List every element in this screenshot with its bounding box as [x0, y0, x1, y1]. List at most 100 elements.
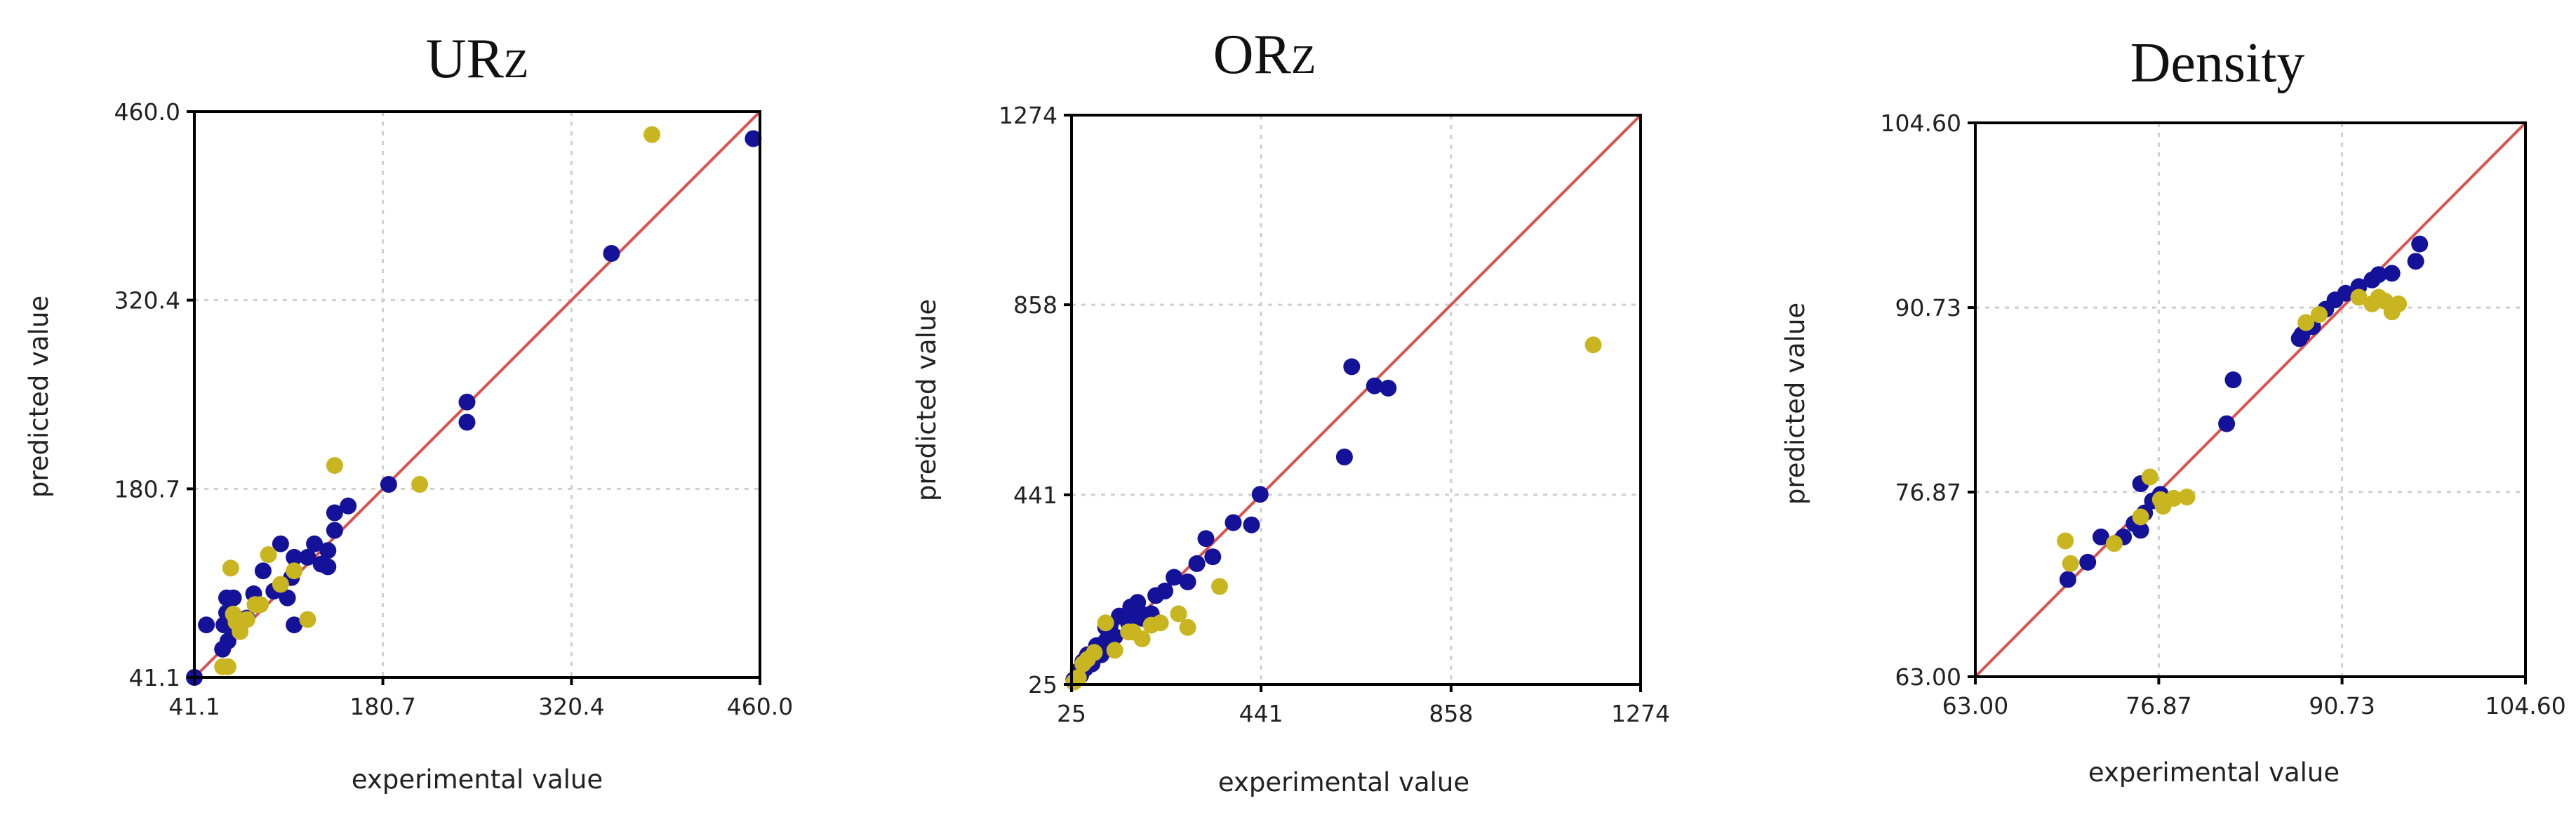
orz-point-train: [1166, 569, 1183, 586]
orz-ytick-label: 858: [1013, 291, 1057, 319]
urz-point-train: [380, 476, 397, 493]
urz-point-train: [306, 535, 323, 552]
panel-urz: URZ experimental value predicted value 4…: [24, 28, 793, 795]
density-point-train: [2059, 571, 2076, 588]
density-point-train: [2132, 522, 2149, 539]
urz-point-train: [319, 558, 337, 576]
urz-point-train: [225, 589, 242, 607]
density-point-train: [2337, 284, 2354, 302]
orz-point-test: [1133, 630, 1151, 648]
urz-ytick-label: 320.4: [114, 287, 180, 314]
orz-point-train: [1179, 573, 1196, 590]
orz-point-train: [1335, 449, 1353, 465]
urz-point-train: [458, 413, 476, 431]
orz-point-test: [1106, 642, 1123, 659]
panel-density: Density experimental value predicted val…: [1780, 32, 2566, 788]
density-xtick-label: 76.87: [2125, 692, 2191, 720]
panel-orz-title-main: OR: [1213, 24, 1292, 86]
urz-xtick-label: 41.1: [168, 693, 220, 720]
urz-point-train: [272, 535, 289, 552]
urz-point-test: [272, 576, 289, 593]
density-point-test: [2105, 535, 2123, 552]
panel-urz-title-main: UR: [426, 28, 505, 90]
urz-ytick-label: 41.1: [129, 664, 180, 691]
density-point-train: [2370, 266, 2387, 284]
urz-point-train: [254, 562, 272, 580]
urz-point-train: [198, 616, 215, 634]
urz-xtick-label: 460.0: [727, 693, 793, 720]
orz-point-train: [1156, 582, 1174, 599]
panel-urz-title: URZ: [426, 28, 529, 90]
density-xtick-label: 104.60: [2485, 692, 2565, 720]
density-xtick-label: 90.73: [2309, 692, 2375, 720]
panel-density-title: Density: [2130, 32, 2305, 94]
orz-point-train: [1224, 514, 1242, 531]
urz-point-train: [603, 245, 620, 262]
orz-point-train: [1106, 628, 1123, 645]
panel-urz-title-sub: Z: [504, 41, 528, 86]
orz-point-train: [1243, 516, 1260, 534]
orz-xtick-label: 441: [1239, 700, 1283, 727]
orz-ytick-label: 25: [1028, 671, 1057, 698]
panel-orz-xlabel: experimental value: [1218, 767, 1469, 797]
orz-point-train: [1366, 377, 1383, 395]
urz-point-train: [326, 504, 343, 522]
orz-point-train: [1343, 358, 1361, 376]
orz-point-train: [1380, 379, 1397, 397]
density-point-train: [2407, 253, 2424, 270]
orz-point-test: [1152, 614, 1169, 632]
density-point-test: [2178, 489, 2196, 505]
density-point-test: [2057, 532, 2074, 550]
orz-ytick-label: 1274: [999, 102, 1057, 129]
urz-point-train: [326, 522, 343, 539]
density-point-train: [2093, 528, 2109, 545]
urz-point-test: [238, 611, 255, 628]
density-point-test: [2297, 314, 2315, 331]
orz-xtick-label: 858: [1429, 700, 1473, 727]
density-plot-frame: [1974, 121, 2527, 678]
orz-point-test: [1086, 644, 1103, 661]
urz-point-train: [286, 616, 303, 634]
urz-point-train: [745, 130, 762, 147]
orz-point-test: [1097, 614, 1114, 632]
orz-plot-frame: [1070, 114, 1642, 686]
orz-point-test: [1211, 578, 1228, 595]
density-ytick-label: 76.87: [1895, 479, 1961, 506]
density-point-test: [2311, 306, 2328, 324]
density-ytick-label: 63.00: [1895, 663, 1961, 691]
density-reference-line: [1974, 121, 2527, 678]
panel-orz-title: ORZ: [1213, 24, 1316, 86]
orz-ytick-label: 441: [1013, 482, 1057, 509]
orz-xtick-label: 25: [1057, 700, 1086, 727]
orz-point-train: [1197, 530, 1215, 548]
urz-point-train: [319, 542, 337, 559]
urz-point-test: [411, 476, 429, 493]
urz-point-test: [260, 546, 277, 564]
urz-plot-frame: [193, 110, 761, 679]
orz-point-train: [1129, 594, 1147, 611]
urz-ytick-label: 180.7: [114, 475, 180, 503]
orz-point-train: [1188, 555, 1206, 572]
orz-point-train: [1251, 486, 1269, 503]
urz-point-train: [299, 548, 316, 566]
density-point-test: [2390, 295, 2408, 312]
urz-point-test: [326, 457, 343, 475]
orz-xtick-label: 1274: [1611, 700, 1670, 727]
density-point-train: [2218, 415, 2236, 432]
urz-ytick-label: 460.0: [114, 98, 180, 126]
density-point-test: [2165, 489, 2182, 507]
density-point-test: [2132, 508, 2149, 526]
density-point-test: [2141, 468, 2158, 486]
panel-urz-xlabel: experimental value: [352, 764, 603, 795]
urz-xtick-label: 320.4: [538, 693, 604, 720]
orz-point-train: [1204, 548, 1222, 566]
urz-xtick-label: 180.7: [349, 693, 415, 720]
panel-orz-title-sub: Z: [1291, 37, 1316, 82]
density-xtick-label: 63.00: [1942, 692, 2008, 720]
urz-point-test: [643, 126, 661, 143]
urz-point-test: [252, 596, 269, 614]
orz-point-test: [1170, 605, 1187, 623]
urz-point-test: [286, 562, 303, 580]
urz-point-test: [219, 658, 236, 675]
